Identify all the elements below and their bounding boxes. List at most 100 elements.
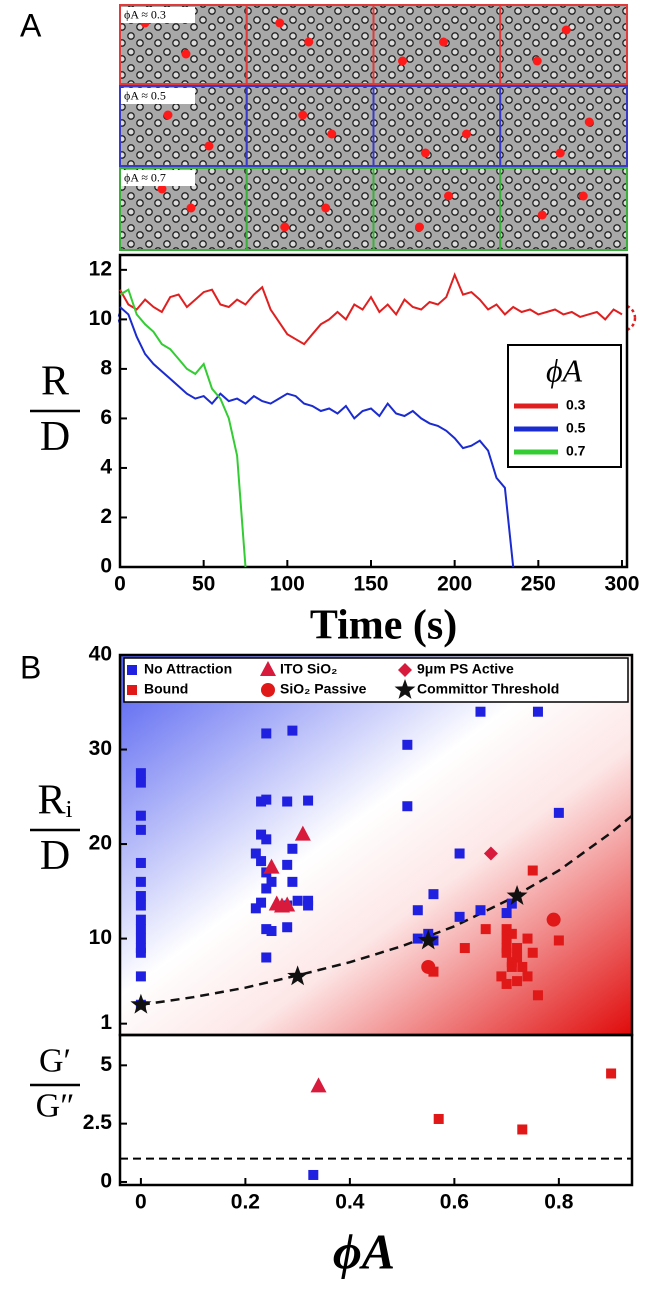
y-tick-label: 20 [89,832,112,855]
marker-square [261,728,272,739]
marker-square [412,905,423,916]
data-line [119,288,247,568]
marker-square [402,801,413,812]
x-tick-label: 150 [353,573,388,596]
row-label-bg [121,170,195,186]
marker-square [135,971,146,982]
x-tick-label: 300 [604,573,639,596]
tracer-dot [398,56,407,66]
legend-label: 0.3 [566,397,586,413]
panel-label: B [20,649,41,685]
legend-label: 0.7 [566,443,586,459]
x-tick-label: 0.8 [544,1191,574,1214]
y-tick-label: 1 [100,1011,112,1034]
marker-square [135,810,146,821]
tracer-dot [421,148,430,158]
marker-square [256,856,267,867]
row-label: ϕA ≈ 0.5 [124,88,166,102]
marker-square [522,971,533,982]
marker-square [522,933,533,944]
tracer-dot [157,184,167,194]
marker-square [135,924,146,935]
marker-square [282,796,293,807]
legend-swatch [127,685,137,695]
marker-square [428,966,439,977]
marker-square [287,725,298,736]
marker-square [475,905,486,916]
y-tick-label: 6 [100,406,112,429]
plot-frame [118,1033,634,1187]
x-tick-label: 0.4 [335,1191,365,1214]
y-tick-label: 4 [100,455,112,478]
marker-square [135,891,146,902]
marker-square [135,768,146,779]
micrograph [245,4,375,85]
data-line [119,306,515,568]
y-tick-label: 10 [89,926,112,949]
marker-square [135,900,146,911]
y-tick-label: 10 [89,307,112,330]
marker-square [261,794,272,805]
y-tick-label: 2 [100,505,112,528]
marker-square [135,914,146,925]
marker-square [287,876,298,887]
marker-square [308,1169,319,1180]
y-tick-label: 30 [89,737,112,760]
marker-star [506,885,528,905]
row-label-bg [121,88,195,104]
x-tick-label: 100 [270,573,305,596]
legend-label: SiO₂ Passive [280,681,367,697]
legend-title: ϕA [546,352,583,388]
row-label: ϕA ≈ 0.7 [124,170,166,184]
micrograph [499,4,628,85]
y-tick-label: 2.5 [83,1111,113,1134]
marker-square [454,848,465,859]
marker-square [261,952,272,963]
marker-square [261,924,272,935]
marker-square [475,706,486,717]
marker-square [303,900,314,911]
background-gradient [120,655,632,1035]
tracer-dot [537,210,547,220]
micrograph [372,167,502,251]
marker-square [506,928,517,939]
marker-square [250,848,261,859]
legend-swatch [261,683,275,697]
legend-label: 9μm PS Active [417,661,514,677]
marker-square [303,795,314,806]
legend-swatch [260,661,276,676]
legend-box [123,657,629,703]
legend-label: Committor Threshold [417,681,559,697]
x-label: ϕA [333,1223,395,1279]
legend-label: 0.5 [566,420,586,436]
marker-diamond [483,846,498,861]
marker-square [256,897,267,908]
tracer-dot [532,56,542,66]
marker-square [501,924,512,935]
marker-square [512,952,523,963]
marker-square [496,971,507,982]
tracer-dot [444,191,453,201]
marker-star [130,993,152,1014]
tracer-dot [163,110,173,120]
tracer-dot [561,25,571,35]
marker-square [135,876,146,887]
marker-square [402,739,413,750]
x-tick-label: 0.6 [440,1191,469,1214]
marker-square [135,947,146,958]
marker-square [606,1068,617,1079]
marker-square [287,843,298,854]
y-tick-label: 12 [89,257,112,280]
marker-square [506,961,517,972]
row-label-bg [121,7,195,23]
y-tick-label: 0 [100,1170,112,1193]
marker-square [250,903,261,914]
marker-square [256,796,267,807]
marker-star [417,929,439,950]
x-tick-label: 250 [521,573,556,596]
micrograph [372,4,502,85]
y-label: G′ [39,1043,71,1080]
marker-square [261,883,272,894]
tracer-dot [181,49,191,59]
